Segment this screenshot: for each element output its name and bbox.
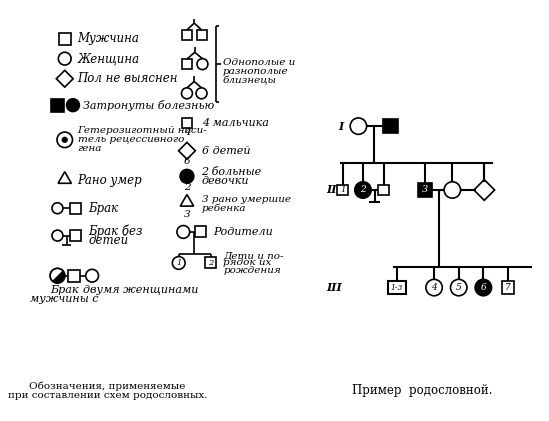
Text: Пол не выяснен: Пол не выяснен (77, 72, 178, 85)
Text: 6: 6 (183, 157, 191, 166)
Bar (59, 33, 71, 45)
Bar (182, 59, 192, 69)
Text: Дети и по-: Дети и по- (223, 251, 284, 260)
Text: Гетерозиготный носи-: Гетерозиготный носи- (77, 126, 208, 135)
Text: двумя женщинами: двумя женщинами (83, 285, 198, 296)
Bar (197, 30, 206, 40)
Bar (383, 119, 397, 133)
Text: Брак: Брак (88, 202, 119, 215)
Text: 4: 4 (431, 283, 437, 292)
Circle shape (86, 269, 98, 282)
Text: Брак: Брак (51, 285, 79, 295)
Circle shape (177, 226, 190, 238)
Circle shape (355, 182, 371, 198)
Circle shape (50, 269, 65, 283)
Circle shape (350, 118, 367, 134)
Circle shape (52, 230, 63, 241)
Bar (205, 258, 216, 269)
Text: девочки: девочки (201, 176, 249, 186)
Text: тель рецессивного: тель рецессивного (77, 135, 184, 144)
Circle shape (444, 182, 461, 198)
Text: 1-3: 1-3 (390, 284, 403, 292)
Text: 4 мальчика: 4 мальчика (201, 118, 268, 128)
Text: Обозначения, применяемые: Обозначения, применяемые (30, 381, 186, 391)
Text: Затронуты болезнью: Затронуты болезнью (83, 100, 214, 111)
Text: Мужчина: Мужчина (77, 32, 139, 45)
Circle shape (52, 203, 63, 214)
Circle shape (58, 52, 71, 65)
Text: II: II (327, 184, 337, 195)
Bar (378, 184, 389, 195)
Bar (182, 30, 192, 40)
Circle shape (182, 88, 192, 99)
Text: 3: 3 (183, 210, 191, 219)
Circle shape (426, 280, 442, 296)
Circle shape (197, 59, 208, 69)
Circle shape (475, 280, 491, 296)
Text: Рано умер: Рано умер (77, 174, 142, 187)
Text: 6 детей: 6 детей (201, 146, 250, 156)
Bar (338, 184, 349, 195)
Text: 2: 2 (360, 186, 366, 195)
Text: Женщина: Женщина (77, 52, 139, 65)
Wedge shape (50, 269, 63, 281)
Text: 6: 6 (480, 283, 486, 292)
Text: близнецы: близнецы (222, 76, 277, 85)
Text: 3 рано умершие: 3 рано умершие (201, 195, 290, 204)
Text: Родители: Родители (214, 227, 273, 237)
Circle shape (451, 280, 467, 296)
Circle shape (180, 170, 194, 183)
Text: 4: 4 (183, 128, 191, 137)
Text: мужчины с: мужчины с (31, 294, 99, 304)
Text: 2 больные: 2 больные (201, 167, 262, 177)
Bar (388, 281, 406, 294)
Bar (68, 270, 80, 282)
Bar (70, 230, 81, 241)
Bar (502, 281, 514, 294)
Text: 2: 2 (208, 259, 214, 267)
Text: I: I (338, 121, 344, 132)
Circle shape (196, 88, 207, 99)
Text: гена: гена (77, 144, 102, 153)
Text: разнополые: разнополые (222, 67, 288, 76)
Bar (51, 99, 64, 112)
Text: рядок их: рядок их (223, 258, 272, 267)
Circle shape (66, 99, 80, 112)
Text: Однополые и: Однополые и (222, 58, 295, 67)
Text: Пример  родословной.: Пример родословной. (352, 384, 492, 397)
Circle shape (172, 256, 185, 269)
Text: 5: 5 (456, 283, 462, 292)
Text: ребенка: ребенка (201, 203, 246, 213)
Text: при составлении схем родословных.: при составлении схем родословных. (8, 391, 208, 400)
Circle shape (63, 138, 67, 142)
Circle shape (57, 132, 72, 148)
Bar (70, 203, 81, 214)
Text: Брак без: Брак без (88, 224, 143, 238)
Text: III: III (327, 282, 342, 293)
Text: 1: 1 (176, 259, 181, 267)
Text: 1: 1 (340, 186, 345, 194)
Text: детей: детей (88, 234, 128, 247)
Text: рождения: рождения (223, 266, 281, 275)
Text: 3: 3 (422, 186, 428, 195)
Text: 7: 7 (505, 283, 511, 292)
Bar (195, 226, 206, 237)
Bar (418, 183, 432, 197)
Bar (182, 118, 192, 128)
Text: 2: 2 (183, 183, 191, 192)
